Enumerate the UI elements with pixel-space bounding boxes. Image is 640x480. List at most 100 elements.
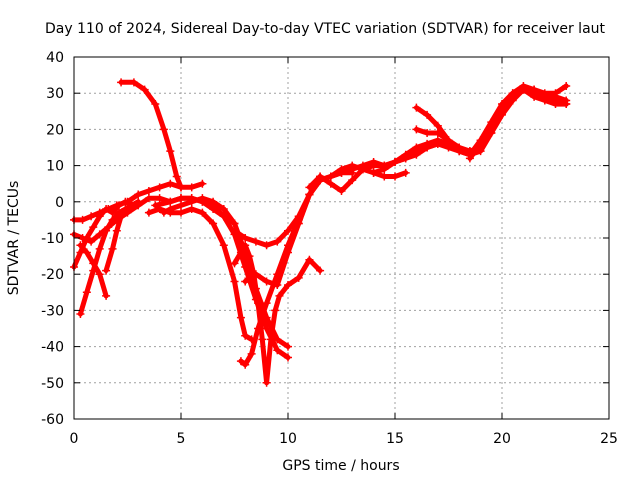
- data-point: [326, 172, 335, 181]
- data-point: [241, 277, 250, 286]
- series-arc-20: [465, 85, 571, 163]
- data-point: [284, 342, 292, 351]
- data-point: [273, 346, 282, 355]
- data-point: [198, 179, 207, 188]
- data-point: [412, 143, 421, 152]
- data-point: [89, 259, 98, 268]
- data-point: [102, 266, 111, 275]
- data-point: [159, 125, 168, 134]
- data-point: [177, 183, 185, 192]
- data-point: [236, 248, 245, 257]
- data-point: [433, 121, 442, 130]
- data-point: [151, 100, 160, 109]
- data-point: [144, 194, 153, 203]
- data-point: [95, 244, 104, 253]
- series-arc-1: [117, 78, 185, 192]
- data-point: [140, 85, 149, 94]
- data-point: [305, 183, 314, 192]
- data-point: [316, 172, 325, 181]
- data-point: [337, 168, 346, 177]
- data-point: [230, 219, 239, 228]
- data-point: [247, 349, 256, 358]
- data-point: [562, 100, 571, 109]
- y-tick-label: 40: [46, 50, 64, 66]
- data-point: [198, 194, 207, 203]
- data-point: [209, 219, 218, 228]
- data-point: [187, 183, 196, 192]
- data-point: [166, 179, 175, 188]
- data-point: [465, 154, 474, 163]
- data-point: [82, 234, 91, 242]
- data-point: [271, 306, 280, 315]
- data-point: [284, 353, 292, 362]
- data-point: [155, 183, 164, 192]
- data-point: [155, 194, 164, 203]
- data-point: [423, 129, 432, 138]
- data-point: [108, 215, 117, 224]
- data-point: [127, 201, 136, 210]
- x-tick-label: 10: [279, 431, 297, 447]
- data-point: [166, 197, 175, 206]
- series-arc-2: [70, 179, 207, 224]
- data-point: [236, 313, 245, 322]
- data-point: [95, 270, 104, 279]
- data-point: [391, 172, 399, 181]
- grid-lines: [74, 57, 609, 419]
- data-point: [82, 288, 91, 297]
- data-point: [121, 197, 130, 206]
- data-point: [241, 241, 250, 250]
- data-point: [455, 143, 464, 152]
- data-point: [112, 226, 121, 235]
- y-tick-label: -10: [41, 231, 64, 247]
- data-point: [369, 168, 378, 177]
- axis-ticks: 0 5 10 15 20 25 -60 -50 -40 -30 -20 -10 0 10 20 30 40: [41, 50, 618, 447]
- data-point: [76, 310, 85, 319]
- y-tick-label: 0: [55, 195, 64, 211]
- data-point: [423, 139, 432, 148]
- data-point: [262, 241, 271, 250]
- data-point: [476, 139, 485, 148]
- data-series: [70, 78, 571, 387]
- data-point: [412, 150, 421, 159]
- data-point: [108, 244, 117, 253]
- data-point: [540, 96, 549, 105]
- data-point: [129, 78, 138, 87]
- x-tick-label: 5: [177, 431, 186, 447]
- data-point: [358, 165, 367, 174]
- data-point: [76, 241, 85, 250]
- data-point: [102, 226, 111, 235]
- data-point: [273, 281, 282, 290]
- data-point: [230, 259, 239, 268]
- y-tick-label: -30: [41, 303, 64, 319]
- data-point: [412, 103, 421, 112]
- data-point: [275, 291, 284, 300]
- data-point: [209, 197, 218, 206]
- y-tick-label: -20: [41, 267, 64, 283]
- data-point: [187, 197, 196, 206]
- series-arc-6: [76, 241, 111, 300]
- data-point: [348, 165, 357, 174]
- x-tick-label: 15: [386, 431, 404, 447]
- x-tick-label: 25: [600, 431, 618, 447]
- series-line: [118, 79, 184, 190]
- data-point: [95, 212, 104, 221]
- data-point: [519, 85, 528, 94]
- data-point: [230, 277, 239, 286]
- data-point: [87, 237, 96, 246]
- data-point: [401, 150, 410, 159]
- data-point: [251, 270, 260, 279]
- data-point: [177, 208, 185, 217]
- data-point: [177, 201, 185, 210]
- chart-title: Day 110 of 2024, Sidereal Day-to-day VTE…: [45, 21, 606, 37]
- data-point: [266, 335, 275, 344]
- data-point: [487, 121, 496, 130]
- data-point: [82, 248, 91, 257]
- data-point: [316, 266, 325, 275]
- y-tick-label: 10: [46, 159, 64, 175]
- data-point: [284, 226, 292, 235]
- data-point: [444, 136, 453, 145]
- data-point: [433, 136, 442, 145]
- series-arc-10: [159, 194, 292, 351]
- data-point: [262, 299, 271, 308]
